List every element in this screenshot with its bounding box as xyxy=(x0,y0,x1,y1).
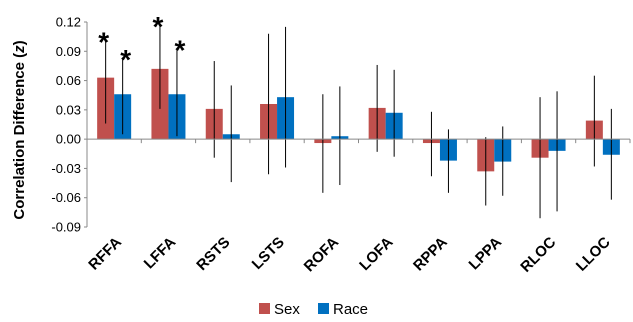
x-category-label: LFFA xyxy=(141,234,180,273)
x-category-label: LSTS xyxy=(249,234,288,273)
y-axis-ticks: -0.09 -0.06 -0.03 0.00 0.03 0.06 0.09 0.12 xyxy=(51,15,87,235)
legend-label-race: Race xyxy=(333,301,368,318)
significance-star-sex-lffa: * xyxy=(152,11,163,42)
significance-star-sex-rffa: * xyxy=(98,27,109,58)
y-tick-label: 0.06 xyxy=(56,73,81,88)
y-tick-label: -0.09 xyxy=(51,220,81,235)
error-bars xyxy=(105,25,612,219)
legend: Sex Race xyxy=(259,301,368,318)
x-category-label: LOFA xyxy=(356,234,396,274)
legend-swatch-race xyxy=(318,303,329,314)
x-category-label: ROFA xyxy=(301,234,343,276)
y-axis-title: Correlation Difference (z) xyxy=(11,40,28,219)
x-axis-category-labels: RFFA LFFA RSTS LSTS ROFA LOFA RPPA LPPA RLOC LLOC xyxy=(85,234,614,276)
significance-star-race-lffa: * xyxy=(174,34,185,65)
y-tick-label: -0.06 xyxy=(51,190,81,205)
x-category-label: RPPA xyxy=(410,234,451,275)
y-tick-label: -0.03 xyxy=(51,161,81,176)
y-tick-label: 0.09 xyxy=(56,44,81,59)
significance-star-race-rffa: * xyxy=(120,44,131,75)
y-tick-label: 0.00 xyxy=(56,132,81,147)
x-category-label: LLOC xyxy=(573,234,614,275)
x-category-label: LPPA xyxy=(466,234,506,274)
x-category-label: RLOC xyxy=(517,234,559,276)
bars xyxy=(97,68,620,172)
y-axis-title-italic: z xyxy=(11,45,28,54)
y-axis-title-main: Correlation Difference ( xyxy=(11,53,28,220)
y-tick-label: 0.03 xyxy=(56,102,81,117)
legend-label-sex: Sex xyxy=(274,301,300,318)
x-category-label: RFFA xyxy=(85,234,125,274)
y-tick-label: 0.12 xyxy=(56,15,81,30)
x-category-label: RSTS xyxy=(193,234,233,274)
y-axis-title-close: ) xyxy=(11,40,28,45)
legend-swatch-sex xyxy=(259,303,270,314)
significance-markers: * * * * xyxy=(98,11,185,75)
axes xyxy=(86,22,631,227)
